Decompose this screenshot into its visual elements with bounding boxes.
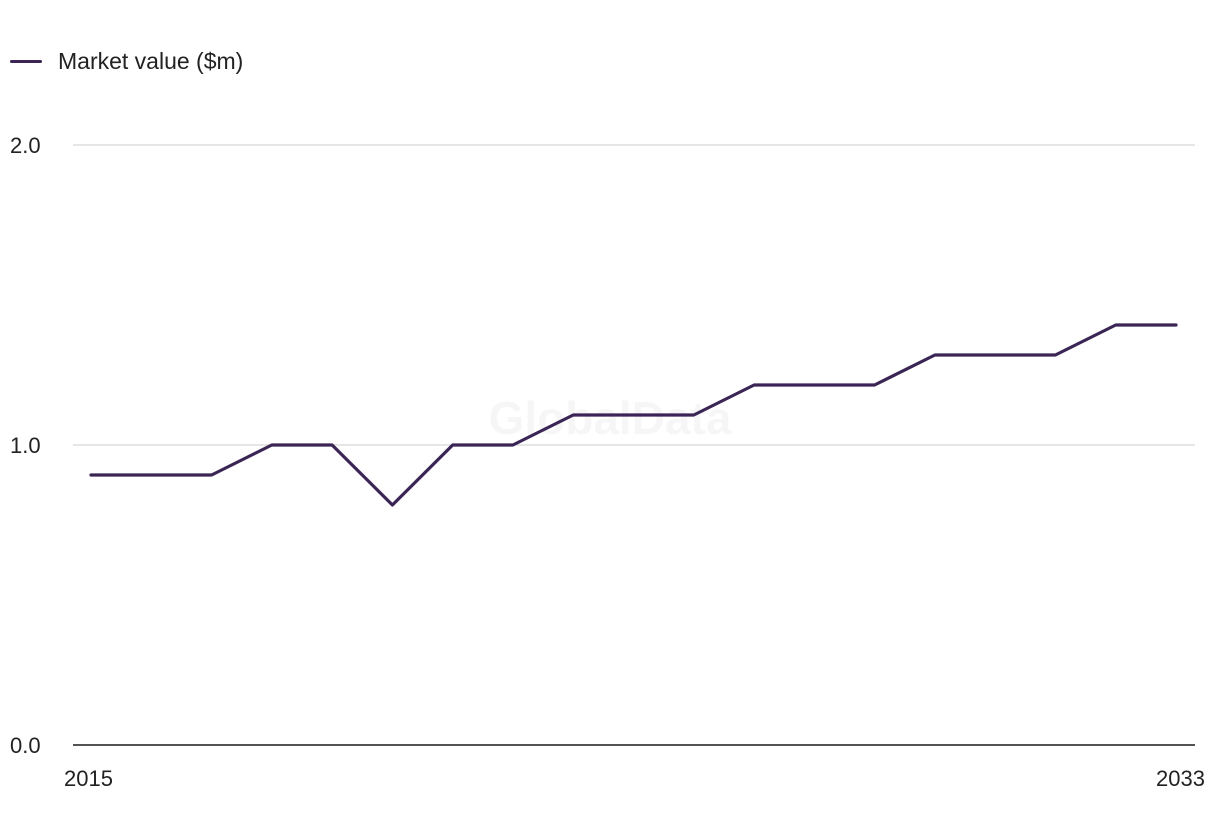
data-point-2020: [391, 504, 394, 507]
legend-label-market-value: Market value ($m): [58, 47, 244, 74]
y-tick-label-2.0: 2.0: [10, 133, 41, 158]
chart-legend: Market value ($m): [10, 46, 243, 76]
data-point-2026: [753, 384, 756, 387]
y-tick-label-0.0: 0.0: [10, 733, 41, 758]
watermark-text: GlobalData: [489, 392, 732, 444]
data-point-2031: [1054, 354, 1057, 357]
data-point-2025: [692, 414, 695, 417]
x-tick-label-2033: 2033: [1156, 766, 1205, 791]
data-point-2017: [210, 474, 213, 477]
data-point-2027: [813, 384, 816, 387]
data-point-2033: [1175, 324, 1178, 327]
data-point-2019: [331, 444, 334, 447]
data-point-2022: [511, 444, 514, 447]
data-point-2029: [933, 354, 936, 357]
data-point-2028: [873, 384, 876, 387]
y-tick-label-1.0: 1.0: [10, 433, 41, 458]
data-point-2018: [270, 444, 273, 447]
x-tick-label-2015: 2015: [64, 766, 113, 791]
data-point-2032: [1114, 324, 1117, 327]
data-point-2030: [994, 354, 997, 357]
data-point-2023: [572, 414, 575, 417]
data-point-2016: [150, 474, 153, 477]
data-point-2024: [632, 414, 635, 417]
legend-swatch-market-value: [10, 59, 42, 63]
series-line-market-value: [89, 323, 1178, 507]
data-point-2015: [90, 474, 93, 477]
data-point-2021: [451, 444, 454, 447]
